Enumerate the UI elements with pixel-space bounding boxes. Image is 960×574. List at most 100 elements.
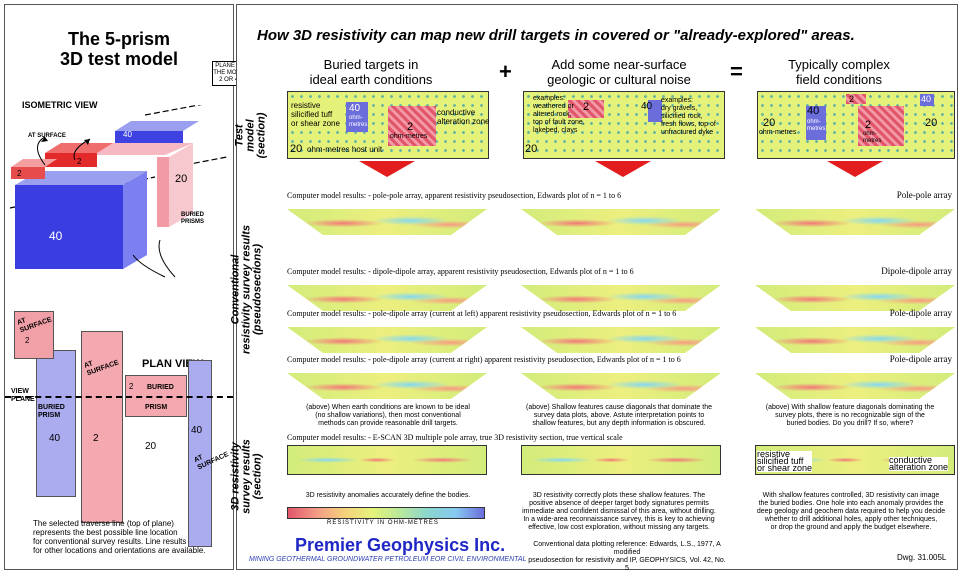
pseudo-4-col2: [521, 373, 721, 399]
iso-value-40a: 40: [123, 130, 132, 139]
col1-header: Buried targets in ideal earth conditions: [309, 57, 433, 87]
row-label-conventional: Conventional resistivity survey results …: [229, 224, 264, 355]
test-model-3: [757, 91, 955, 159]
pseudo-2-col1: [287, 285, 487, 311]
model1-resistive-label: resistive silicified tuff or shear zone: [291, 101, 340, 128]
arrow-col3: [827, 161, 883, 177]
company-name: Premier Geophysics Inc.: [295, 535, 506, 555]
model2-value-20: 20: [525, 143, 538, 155]
res3d-conductive-label: conductive alteration zone: [889, 455, 949, 472]
model1-ohm-label-1: ohm- metres: [349, 115, 368, 128]
right-title: How 3D resistivity can map new drill tar…: [257, 27, 855, 44]
res3d-caption-1: 3D resistivity anomalies accurately defi…: [305, 492, 471, 499]
model1-value-2: 2: [407, 121, 414, 133]
model3-ohm-label-a: ohm- metres: [807, 119, 826, 132]
model2-value-2: 2: [583, 101, 590, 113]
array-desc-3: Computer model results: - pole-dipole ar…: [287, 309, 677, 318]
array-name-1: Pole-pole array: [896, 190, 952, 200]
resistivity-scale-bar: [287, 507, 485, 519]
plan-surface-prism-3: [188, 360, 212, 547]
view-plane-label: VIEW PLANE: [11, 388, 35, 403]
right-panel: How 3D resistivity can map new drill tar…: [230, 4, 958, 572]
row-label-3d: 3D resistivity survey results (section): [229, 439, 264, 514]
pseudo-4-col3: [755, 373, 955, 399]
array-name-3: Pole-dipole array: [889, 308, 952, 318]
plan-buried-prism-1: [36, 350, 76, 497]
pseudo-1-col1: [287, 209, 487, 235]
model2-examples-1: examples: weathered or altered rock, top…: [533, 95, 585, 134]
plan-buried-label: BURIED: [147, 384, 174, 391]
row-label-test-model: Test model (section): [233, 112, 268, 159]
model3-ohm-label-b: ohm-metres: [759, 129, 797, 136]
plan-value-2-mid: 2: [93, 433, 99, 444]
plus-symbol: +: [499, 59, 512, 84]
model3-shallow-resistor: [920, 94, 934, 106]
isometric-diagram: [9, 105, 228, 278]
left-title: The 5-prism 3D test model: [59, 29, 179, 69]
pseudo-1-col3: [755, 209, 955, 235]
isometric-view-label: ISOMETRIC VIEW: [22, 100, 98, 110]
company-tagline: MINING GEOTHERMAL GROUNDWATER PETROLEUM …: [249, 556, 527, 563]
res3d-caption-3: With shallow features controlled, 3D res…: [756, 492, 946, 531]
equals-symbol: =: [730, 59, 743, 84]
col3-header: Typically complex field conditions: [788, 57, 890, 87]
iso-value-2a: 2: [17, 169, 22, 178]
model2-value-40: 40: [641, 101, 653, 112]
left-panel: The 5-prism 3D test model ISOMETRIC VIEW: [4, 4, 270, 570]
model3-value-20-left: 20: [763, 117, 776, 129]
model3-value-2-top: 2: [849, 94, 855, 104]
conv-caption-3: (above) With shallow feature diagonals d…: [765, 404, 935, 427]
array-name-4: Pole-dipole array: [889, 354, 952, 364]
plan-value-2-right: 2: [129, 382, 134, 391]
plan-buried-prism-label-1: BURIED PRISM: [38, 404, 65, 419]
model3-value-20-right: 20: [925, 117, 938, 129]
resistivity-scale-label: RESISTIVITY IN OHM-METRES: [327, 520, 439, 526]
model1-resistive-body: [346, 102, 368, 132]
model3-resistive-body: [806, 106, 826, 140]
model2-resistive-body: [648, 100, 662, 122]
left-footer-text: The selected traverse line (top of plane…: [33, 519, 206, 555]
model2-examples-2: examples: dry gravels, silicified rock, …: [661, 97, 716, 136]
pseudo-3-col1: [287, 327, 487, 353]
model3-ohm-label-c: ohm- metres: [863, 131, 882, 144]
res3d-col1: [287, 445, 487, 475]
model1-value-40: 40: [349, 103, 361, 114]
conv-caption-1: (above) When earth conditions are known …: [306, 404, 470, 427]
array-desc-1: Computer model results: - pole-pole arra…: [287, 191, 622, 200]
model2-conductive-body: [568, 100, 604, 118]
model3-value-40-top: 40: [921, 94, 932, 104]
pseudo-3-col3: [755, 327, 955, 353]
iso-value-20: 20: [175, 173, 188, 185]
model3-value-40: 40: [807, 105, 820, 117]
model3-conductive-body: [858, 106, 904, 146]
pseudo-2-col3: [755, 285, 955, 311]
model1-conductive-body: [388, 106, 436, 146]
plan-value-40: 40: [49, 433, 61, 444]
array-desc-4: Computer model results: - pole-dipole ar…: [287, 355, 681, 364]
plan-prism-label: PRISM: [145, 404, 168, 411]
res3d-col2: [521, 445, 721, 475]
pseudo-2-col2: [521, 285, 721, 311]
arrow-col1: [359, 161, 415, 177]
plan-value-2-top: 2: [25, 336, 30, 345]
model1-host-label: ohm-metres host unit: [307, 145, 383, 154]
iso-value-2b: 2: [77, 157, 82, 166]
plan-view-label: PLAN VIEW: [142, 358, 204, 370]
view-plane-line: [5, 396, 233, 398]
pseudo-1-col2: [521, 209, 721, 235]
pseudo-4-col1: [287, 373, 487, 399]
iso-buried-prisms-label: BURIED PRISMS: [181, 212, 205, 225]
plot-reference: Conventional data plotting reference: Ed…: [528, 541, 726, 572]
model1-conductive-label: conductive alteration zone: [437, 108, 490, 126]
test-model-2: [523, 91, 725, 159]
iso-at-surface-label: AT SURFACE: [28, 133, 66, 139]
model1-value-20: 20: [290, 143, 303, 155]
plan-surface-prism-2: [81, 331, 123, 523]
plan-surface-prism-1: [14, 311, 54, 359]
plan-value-20: 20: [145, 441, 157, 452]
pseudo-3-col2: [521, 327, 721, 353]
col2-header: Add some near-surface geologic or cultur…: [547, 57, 691, 87]
iso-value-40b: 40: [49, 229, 63, 243]
arrow-col2: [595, 161, 651, 177]
drawing-number: Dwg. 31.005L: [897, 553, 947, 562]
